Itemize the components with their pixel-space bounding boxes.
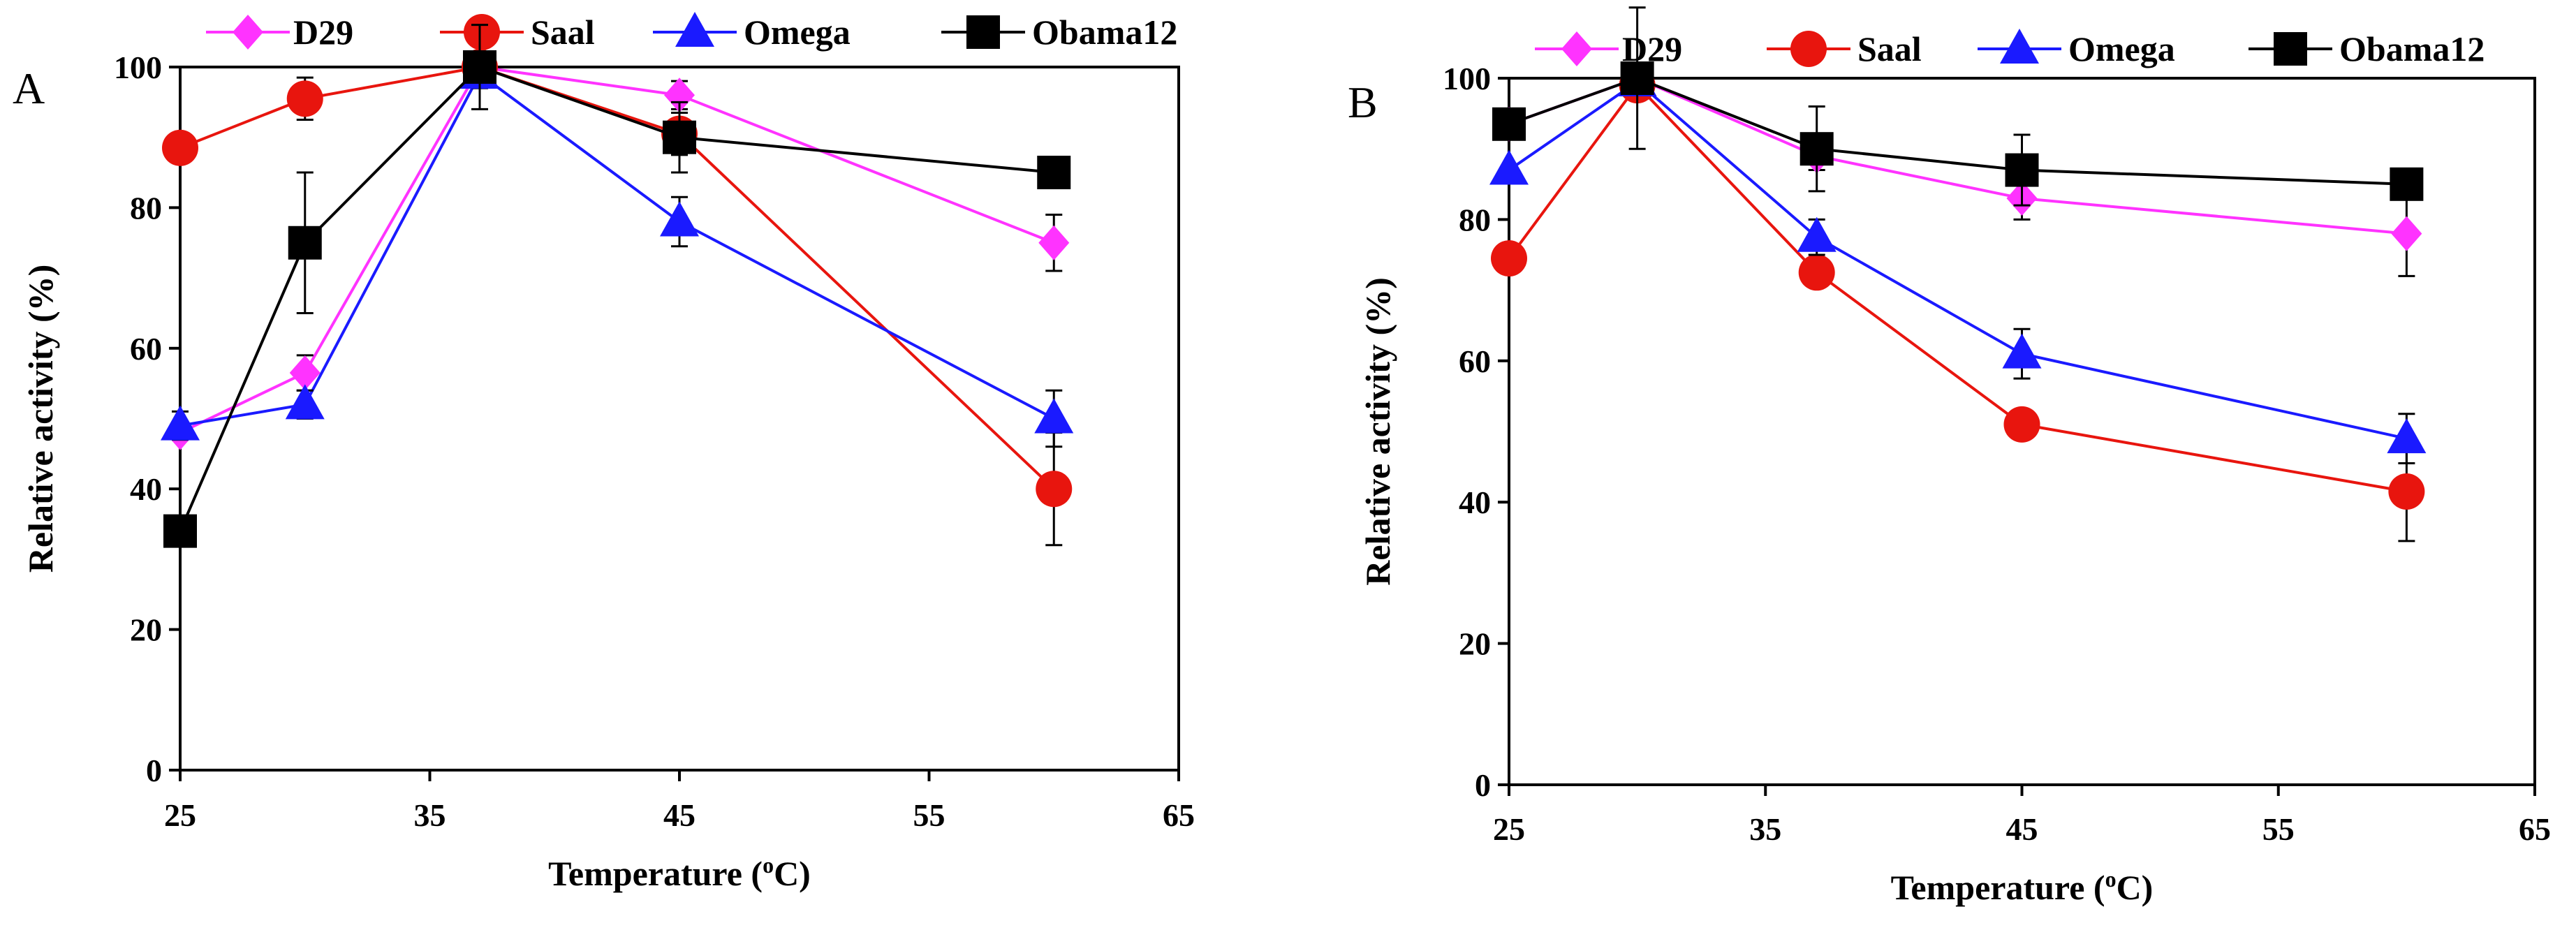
- x-axis-title-part: Temperature (: [1891, 868, 2105, 907]
- x-axis-title-superscript: o: [763, 852, 774, 878]
- series-saal: [1491, 67, 2425, 542]
- data-point: [1799, 132, 1834, 166]
- y-tick-label: 100: [114, 50, 162, 85]
- legend-item-saal: Saal: [1767, 29, 1922, 68]
- data-point: [289, 355, 321, 391]
- data-point: [663, 120, 696, 154]
- data-point: [463, 50, 496, 84]
- legend-item-omega: Omega: [653, 12, 851, 52]
- data-point: [1798, 254, 1835, 291]
- legend-label: Obama12: [1032, 13, 1177, 52]
- y-tick-label: 80: [130, 190, 162, 226]
- data-point: [1036, 471, 1073, 508]
- y-axis-title: Relative activity (%): [21, 265, 60, 573]
- y-tick-label: 80: [1459, 202, 1491, 237]
- data-point: [1491, 240, 1527, 277]
- y-tick-label: 40: [130, 471, 162, 507]
- panel-letter: A: [13, 64, 45, 113]
- y-tick-label: 20: [130, 612, 162, 648]
- x-tick-label: 35: [414, 797, 446, 833]
- data-point: [162, 129, 198, 166]
- x-tick-label: 25: [164, 797, 196, 833]
- x-tick-label: 65: [2519, 811, 2551, 847]
- x-axis-title-part: C): [774, 854, 811, 893]
- series-obama12: [163, 24, 1071, 548]
- series-line: [1508, 80, 2407, 441]
- x-tick-label: 65: [1163, 797, 1195, 833]
- data-point: [1038, 225, 1070, 260]
- y-tick-label: 40: [1459, 485, 1491, 520]
- data-point: [2388, 473, 2425, 510]
- legend-item-d29: D29: [1535, 29, 1682, 68]
- data-point: [2003, 406, 2040, 443]
- series-saal: [162, 49, 1073, 547]
- legend-label: D29: [293, 13, 353, 52]
- x-tick-label: 45: [2006, 811, 2038, 847]
- x-axis-title: Temperature (oC): [1891, 866, 2154, 907]
- legend-label: Omega: [744, 13, 851, 52]
- data-point: [1037, 156, 1071, 190]
- legend-item-omega: Omega: [1978, 29, 2175, 68]
- legend-item-obama12: Obama12: [2249, 29, 2485, 68]
- data-point: [660, 201, 699, 237]
- legend-item-d29: D29: [206, 13, 353, 52]
- legend-marker: [2274, 32, 2307, 66]
- legend-item-saal: Saal: [440, 13, 595, 52]
- y-tick-label: 20: [1459, 626, 1491, 662]
- data-point: [1489, 149, 1529, 185]
- data-point: [2391, 216, 2422, 251]
- legend-marker: [233, 15, 263, 50]
- x-axis-title-part: C): [2117, 868, 2154, 907]
- legend-marker: [675, 12, 714, 47]
- legend-label: Saal: [531, 13, 595, 52]
- legend-marker: [966, 15, 1000, 49]
- x-tick-label: 25: [1493, 811, 1525, 847]
- x-tick-label: 45: [663, 797, 695, 833]
- y-tick-label: 0: [146, 753, 162, 788]
- y-axis-title: Relative activity (%): [1358, 277, 1397, 586]
- x-axis-title-superscript: o: [2105, 866, 2117, 892]
- series-line: [179, 65, 1055, 490]
- data-point: [1034, 398, 1074, 434]
- x-tick-label: 55: [913, 797, 945, 833]
- data-point: [2387, 418, 2427, 454]
- legend-marker: [1561, 31, 1592, 66]
- legend-marker: [464, 14, 500, 50]
- legend-label: Obama12: [2339, 29, 2485, 68]
- y-tick-label: 60: [130, 331, 162, 367]
- legend-item-obama12: Obama12: [941, 13, 1177, 52]
- legend-marker: [2000, 29, 2039, 64]
- legend-marker: [1790, 31, 1827, 67]
- data-point: [664, 78, 695, 113]
- legend-label: Saal: [1857, 29, 1922, 68]
- series-obama12: [1492, 6, 2424, 207]
- panel-a: A 0 20 40 60 80 100 25 35 45 55 65 Relative activity…: [13, 12, 1195, 893]
- data-point: [288, 226, 322, 260]
- data-point: [2005, 153, 2039, 187]
- x-tick-label: 35: [1749, 811, 1781, 847]
- data-point: [2002, 333, 2042, 369]
- data-point: [163, 514, 197, 548]
- series-line: [1508, 83, 2407, 493]
- y-tick-label: 60: [1459, 344, 1491, 379]
- data-point: [1797, 216, 1837, 252]
- data-point: [161, 405, 200, 441]
- x-axis-title: Temperature (oC): [548, 852, 811, 893]
- data-point: [286, 80, 323, 117]
- y-tick-label: 100: [1443, 61, 1491, 96]
- x-tick-label: 55: [2262, 811, 2295, 847]
- data-point: [1492, 107, 1526, 141]
- y-tick-label: 0: [1475, 767, 1491, 803]
- series-omega: [1489, 61, 2427, 465]
- panel-b: B 0 20 40 60 80 100 25 35 45 55 65 Relative activity…: [1348, 6, 2551, 907]
- panel-letter: B: [1348, 78, 1378, 127]
- data-point: [285, 384, 325, 420]
- data-point: [1620, 61, 1654, 95]
- x-axis-title-part: Temperature (: [548, 854, 763, 893]
- legend-label: Omega: [2068, 29, 2175, 68]
- series-line: [179, 65, 1054, 532]
- data-point: [2390, 167, 2424, 201]
